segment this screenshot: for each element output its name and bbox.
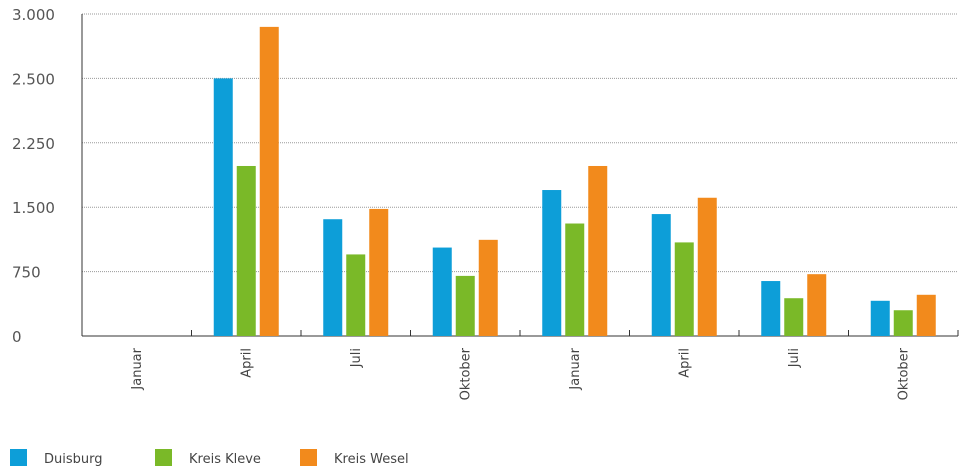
bar [213,78,233,337]
bar [542,190,562,336]
bar [478,239,498,336]
x-axis: Januar April Juli Oktober Januar April Juli Okt… [81,330,911,400]
bars [213,26,936,337]
x-tick-label: April [677,348,692,378]
x-tick-label: Januar [130,347,145,390]
bar [323,219,343,336]
legend-label: Kreis Kleve [189,452,261,467]
x-tick-label: Juli [787,348,802,368]
grid-lines [82,13,958,273]
y-tick-label: 3.000 [12,6,55,24]
bar [236,165,256,336]
legend-swatch [10,449,27,466]
y-tick-label: 0 [12,328,22,346]
x-tick-label: Januar [568,347,583,390]
bar [870,300,890,336]
bar [588,165,608,336]
x-tick-label: Oktober [458,347,473,400]
bar [432,247,452,336]
legend-swatch [155,449,172,466]
x-tick-label: Oktober [896,347,911,400]
bar [259,26,279,336]
bar [651,214,671,336]
bar [346,254,366,336]
legend-swatch [300,449,317,466]
bar [697,197,717,336]
legend-label: Duisburg [44,452,103,467]
y-tick-label: 2.250 [12,135,55,153]
bar [761,281,781,336]
legend-label: Kreis Wesel [334,452,409,467]
bar [455,275,475,336]
bar [916,294,936,336]
bar [369,208,389,336]
legend: Duisburg Kreis Kleve Kreis Wesel [10,449,409,467]
y-tick-label: 750 [12,264,41,282]
x-tick-label: April [239,348,254,378]
bar [807,274,827,336]
x-tick-label: Juli [349,348,364,368]
y-tick-label: 1.500 [12,199,55,217]
y-tick-label: 2.500 [12,70,55,88]
bar [784,298,804,336]
bar [565,223,585,336]
bar [674,242,694,336]
bar [893,310,913,336]
